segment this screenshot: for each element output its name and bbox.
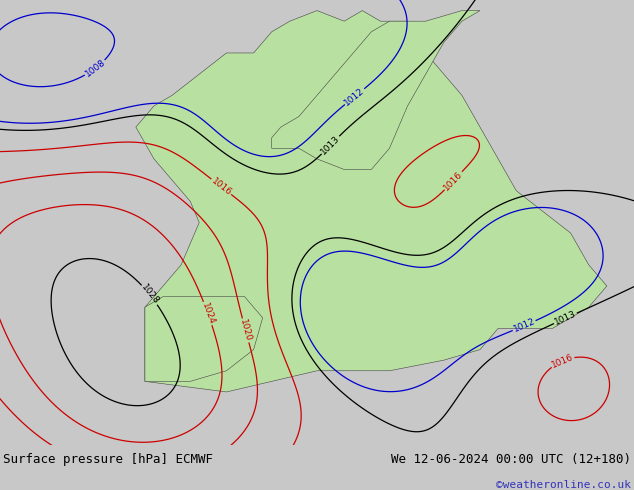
Polygon shape [136, 11, 607, 392]
Text: 1013: 1013 [553, 310, 578, 327]
Text: 1024: 1024 [200, 301, 216, 326]
Text: 1012: 1012 [512, 317, 536, 334]
Text: ©weatheronline.co.uk: ©weatheronline.co.uk [496, 480, 631, 490]
Text: 1016: 1016 [209, 176, 233, 197]
Text: 1016: 1016 [550, 352, 575, 370]
Text: Surface pressure [hPa] ECMWF: Surface pressure [hPa] ECMWF [3, 453, 213, 466]
Text: 1012: 1012 [343, 86, 366, 107]
Text: We 12-06-2024 00:00 UTC (12+180): We 12-06-2024 00:00 UTC (12+180) [391, 453, 631, 466]
Text: 1028: 1028 [139, 283, 160, 306]
Text: 1016: 1016 [442, 170, 465, 192]
Text: 1013: 1013 [319, 134, 342, 156]
Polygon shape [272, 11, 480, 170]
Text: 1020: 1020 [238, 318, 253, 343]
Polygon shape [145, 296, 262, 381]
Text: 1008: 1008 [84, 58, 107, 79]
